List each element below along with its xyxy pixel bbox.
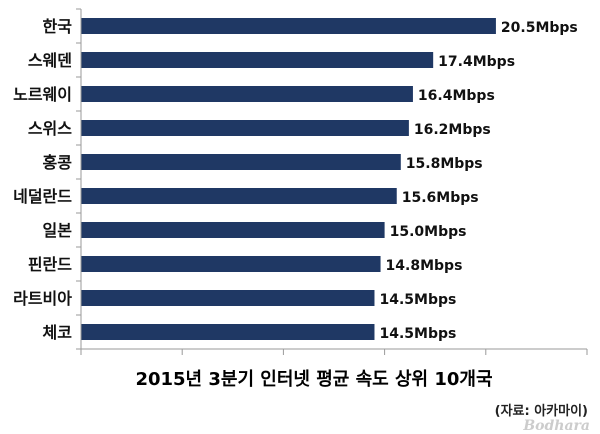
value-label: 15.0Mbps: [390, 224, 467, 240]
watermark: Bodhara: [522, 418, 590, 434]
bar: [81, 86, 413, 102]
value-label: 14.8Mbps: [386, 258, 463, 274]
category-label: 일본: [43, 221, 73, 240]
category-label: 핀란드: [28, 255, 72, 274]
value-label: 17.4Mbps: [438, 54, 515, 70]
value-label: 16.2Mbps: [414, 122, 491, 138]
labels-layer: 한국 20.5Mbps 스웨덴 17.4Mbps 노르웨이 16.4Mbps 스위스 16.2…: [13, 17, 578, 342]
value-label: 20.5Mbps: [501, 20, 578, 36]
value-label: 16.4Mbps: [418, 88, 495, 104]
bar: [81, 290, 375, 306]
value-label: 14.5Mbps: [379, 326, 456, 342]
value-label: 14.5Mbps: [379, 292, 456, 308]
category-label: 라트비아: [13, 289, 72, 308]
axis-layer: [76, 8, 588, 355]
chart-title: 2015년 3분기 인터넷 평균 속도 상위 10개국: [135, 369, 492, 390]
value-label: 15.8Mbps: [406, 156, 483, 172]
source-note: (자료: 아카마이): [495, 403, 588, 419]
bar: [81, 324, 375, 340]
bar: [81, 18, 496, 34]
category-label: 네덜란드: [13, 187, 72, 206]
category-label: 체코: [43, 323, 73, 342]
bar: [81, 52, 434, 68]
bar: [81, 120, 409, 136]
category-label: 한국: [43, 17, 73, 36]
bar: [81, 188, 397, 204]
category-label: 홍콩: [43, 153, 73, 172]
bar: [81, 256, 381, 272]
value-label: 15.6Mbps: [402, 190, 479, 206]
bars-layer: [81, 18, 496, 340]
category-label: 스웨덴: [28, 51, 72, 70]
category-label: 스위스: [28, 119, 72, 138]
category-label: 노르웨이: [13, 85, 72, 104]
bar: [81, 154, 401, 170]
bar: [81, 222, 385, 238]
